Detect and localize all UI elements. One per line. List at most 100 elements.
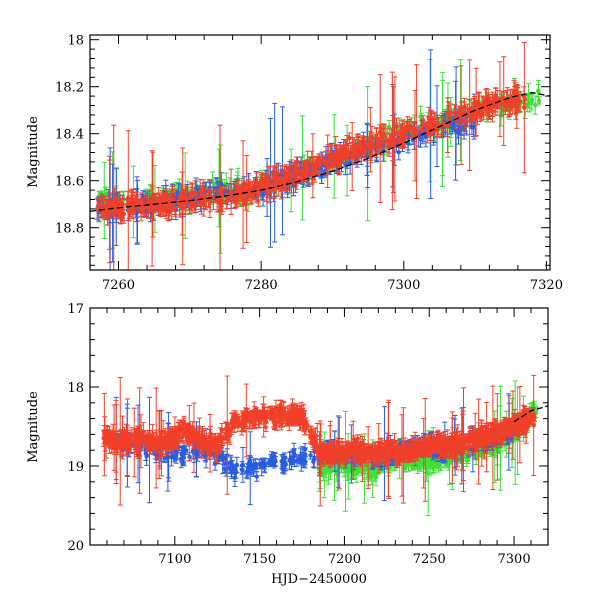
top-data-point: [239, 185, 245, 196]
bottom-x-tick-label: 7100: [158, 552, 191, 567]
top-data-point: [187, 194, 193, 210]
top-data-point: [180, 194, 186, 214]
top-data-point: [140, 207, 146, 218]
top-data-point: [490, 101, 496, 123]
bottom-data-point: [317, 420, 323, 507]
top-data-point: [336, 146, 342, 166]
top-data-point: [267, 177, 273, 192]
top-data-point: [521, 41, 527, 174]
top-x-tick-labels: 7260 7280 7300 7320: [102, 278, 563, 293]
bottom-y-tick-labels: 17 18 19 20: [67, 302, 84, 554]
top-y-tick-label: 18.8: [55, 222, 84, 237]
top-data-point: [278, 180, 284, 200]
bottom-data-point: [415, 460, 421, 475]
bottom-data-point: [531, 374, 537, 477]
bottom-data-point: [373, 468, 379, 487]
bottom-x-tick-labels: 7100 7150 7200 7250 7300: [158, 552, 530, 567]
bottom-y-tick-label: 18: [67, 381, 84, 396]
top-data-point: [418, 120, 424, 140]
top-data-point: [365, 139, 371, 151]
top-x-tick-label: 7300: [387, 278, 420, 293]
top-data-point: [467, 108, 473, 122]
top-y-tick-label: 18.4: [55, 128, 84, 143]
top-data-point: [157, 193, 163, 215]
top-y-tick-label: 18.6: [55, 175, 84, 190]
top-data-point: [350, 149, 356, 160]
bottom-data-point: [240, 447, 246, 483]
top-data-point: [361, 136, 367, 156]
top-data-points: [94, 41, 542, 270]
top-data-point: [522, 94, 528, 105]
top-x-tick-label: 7320: [530, 278, 563, 293]
bottom-x-tick-label: 7200: [328, 552, 361, 567]
top-y-axis-label: Magnitude: [26, 116, 41, 188]
top-data-point: [207, 190, 213, 213]
top-data-point: [405, 121, 411, 132]
top-data-point: [480, 96, 486, 111]
top-data-point: [509, 88, 515, 109]
bottom-y-axis-label: Magnitude: [26, 391, 41, 463]
top-data-point: [228, 168, 234, 215]
top-data-point: [169, 185, 175, 212]
top-data-point: [342, 139, 348, 160]
top-data-point: [513, 96, 519, 107]
bottom-x-tick-label: 7150: [243, 552, 276, 567]
top-data-point: [373, 128, 379, 148]
top-data-point: [346, 132, 352, 144]
bottom-data-points: [101, 374, 539, 517]
top-data-point: [94, 197, 100, 220]
bottom-data-point: [290, 449, 296, 465]
top-data-point: [172, 200, 178, 218]
top-data-point: [529, 93, 535, 105]
top-data-point: [97, 197, 103, 210]
bottom-x-tick-label: 7300: [498, 552, 531, 567]
top-data-point: [493, 87, 499, 113]
top-data-point: [407, 118, 413, 138]
top-y-tick-labels: 18 18.2 18.4 18.6 18.8: [55, 34, 84, 237]
top-data-point: [458, 65, 464, 165]
top-fit-curve: [90, 92, 550, 212]
bottom-y-tick-label: 20: [67, 539, 84, 554]
top-data-point: [428, 109, 434, 133]
top-data-point: [459, 101, 465, 114]
top-data-point: [110, 199, 116, 212]
top-panel: 7260 7280 7300 7320 18 18.2 18.4 18.6 18…: [26, 34, 563, 293]
top-data-point: [211, 189, 217, 204]
top-data-point: [535, 83, 541, 98]
bottom-data-point: [101, 392, 107, 477]
top-fit-line: [90, 92, 550, 212]
bottom-y-tick-label: 19: [67, 460, 84, 475]
top-data-point: [146, 190, 152, 213]
top-data-point: [129, 200, 135, 219]
top-data-point: [149, 196, 155, 220]
top-data-point: [249, 186, 255, 204]
top-data-point: [381, 124, 387, 144]
top-data-point: [295, 166, 301, 180]
top-y-tick-label: 18: [67, 34, 84, 49]
top-data-point: [401, 126, 407, 148]
top-x-tick-label: 7260: [102, 278, 135, 293]
top-data-point: [121, 203, 127, 224]
top-data-point: [367, 106, 373, 173]
top-data-point: [324, 158, 330, 174]
bottom-data-point: [294, 454, 300, 467]
top-data-point: [105, 200, 111, 226]
bottom-x-tick-label: 7250: [413, 552, 446, 567]
top-data-point: [309, 161, 315, 185]
top-data-point: [377, 74, 383, 203]
top-data-point: [199, 182, 205, 204]
top-data-point: [275, 173, 281, 191]
top-data-point: [476, 92, 482, 118]
top-data-point: [176, 195, 182, 216]
bottom-data-point: [239, 465, 245, 474]
top-x-tick-label: 7280: [245, 278, 278, 293]
bottom-data-point: [308, 450, 314, 460]
bottom-data-point: [298, 447, 304, 465]
top-data-point: [355, 142, 361, 166]
bottom-y-tick-label: 17: [67, 302, 84, 317]
top-data-point: [192, 200, 198, 214]
top-data-point: [435, 122, 441, 137]
bottom-panel: 7100 7150 7200 7250 7300 17 18 19 20 Mag…: [26, 302, 549, 587]
top-axis-ticks: [89, 35, 550, 270]
